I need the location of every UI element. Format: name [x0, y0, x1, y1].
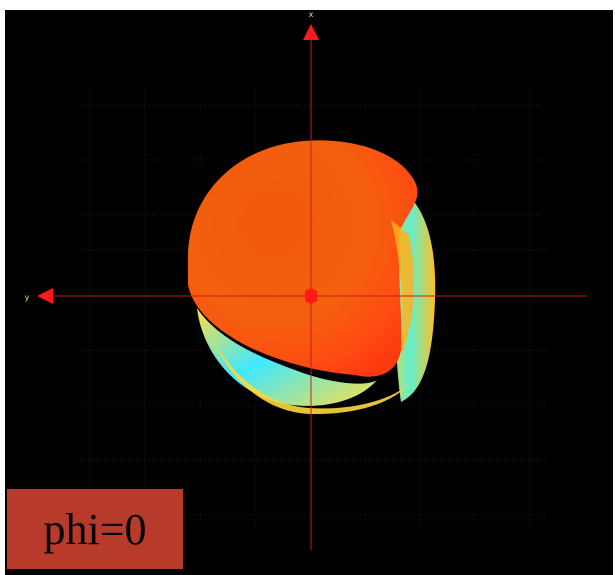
axes: [37, 24, 587, 550]
top-strip: [0, 0, 615, 10]
y-axis-arrow: [37, 288, 53, 304]
3d-viewport[interactable]: x y: [5, 10, 613, 575]
y-axis-letter: y: [25, 293, 30, 302]
phi-label: phi=0: [7, 489, 183, 569]
pattern-surface: [188, 140, 436, 415]
x-axis-letter: x: [309, 10, 314, 19]
origin-marker: [305, 288, 317, 304]
scene-svg: x y: [25, 10, 587, 550]
x-axis-arrow: [303, 24, 319, 40]
